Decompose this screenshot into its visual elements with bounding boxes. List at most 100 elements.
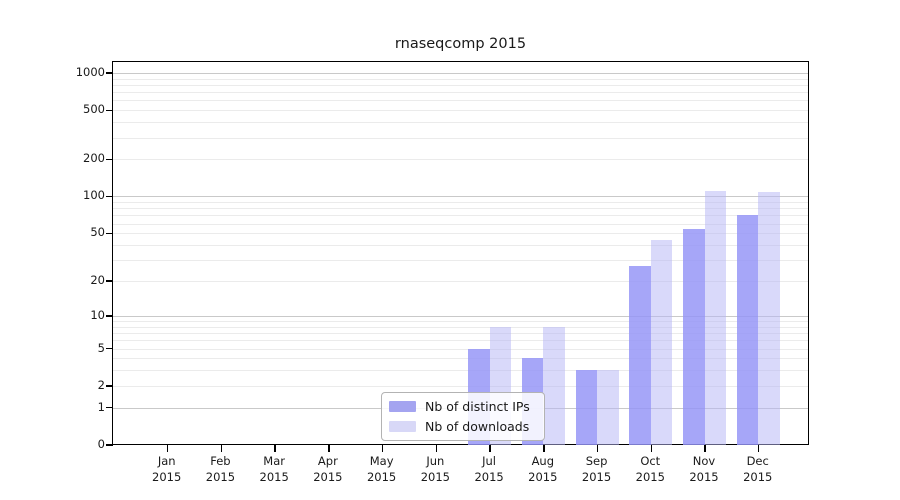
x-axis-tick: [489, 445, 491, 452]
x-tick-label: May 2015: [352, 453, 412, 486]
y-axis-tick: [106, 232, 113, 234]
legend-swatch-distinct-ips: [389, 401, 416, 412]
y-gridline-minor: [113, 370, 808, 372]
bar-downloads: [543, 326, 565, 445]
x-tick-label-month: Jun: [426, 454, 445, 468]
y-tick-label: 10: [90, 307, 105, 322]
x-tick-label-year: 2015: [205, 470, 236, 485]
y-axis-tick: [106, 72, 113, 74]
y-tick-label: 5: [97, 340, 105, 355]
x-tick-label-month: Oct: [640, 454, 661, 468]
x-tick-label: Sep 2015: [567, 453, 627, 486]
x-tick-label-year: 2015: [743, 470, 773, 485]
y-gridline-minor: [113, 260, 808, 262]
y-axis-tick: [106, 315, 113, 317]
y-gridline-major: [113, 72, 808, 74]
y-axis-tick: [106, 280, 113, 282]
x-tick-label-month: Nov: [692, 454, 716, 468]
y-axis-tick: [106, 406, 113, 409]
y-axis-tick: [106, 347, 113, 350]
y-gridline-minor: [113, 215, 808, 217]
legend-row-downloads: Nb of downloads: [389, 419, 535, 434]
y-gridline-minor: [113, 340, 808, 342]
x-tick-label-year: 2015: [366, 470, 397, 485]
x-tick-label-year: 2015: [313, 470, 343, 485]
y-gridline-minor: [113, 223, 808, 225]
y-tick-label: 1000: [75, 64, 105, 79]
x-tick-label: Mar 2015: [244, 453, 304, 486]
y-tick-label: 500: [83, 102, 105, 117]
y-gridline-minor: [113, 84, 808, 86]
bar-downloads: [650, 240, 673, 445]
y-gridline-minor: [113, 333, 808, 335]
x-tick-label-month: Apr: [317, 454, 338, 468]
x-tick-label-month: Feb: [210, 454, 231, 468]
x-axis-tick: [650, 445, 652, 452]
x-tick-label-month: Jul: [482, 454, 497, 468]
bar-distinct-ips: [683, 229, 705, 445]
x-tick-label-month: Sep: [585, 454, 608, 468]
x-tick-label-year: 2015: [635, 470, 665, 485]
x-tick-label: Dec 2015: [728, 453, 788, 486]
bar-distinct-ips: [575, 370, 598, 445]
x-axis-tick: [167, 445, 169, 452]
y-gridline-minor: [113, 385, 808, 387]
y-tick-label: 100: [83, 188, 105, 203]
bar-downloads: [704, 190, 726, 445]
y-tick-label: 20: [90, 273, 105, 288]
x-tick-label-year: 2015: [689, 470, 719, 485]
x-axis-tick: [596, 445, 599, 452]
y-axis-tick: [106, 158, 113, 161]
bar-distinct-ips: [629, 265, 651, 445]
legend-swatch-downloads: [389, 421, 416, 432]
y-gridline-minor: [113, 137, 808, 139]
y-axis-tick: [106, 444, 113, 446]
x-tick-label: Feb 2015: [190, 453, 250, 486]
x-tick-label-month: Jan: [157, 454, 176, 468]
x-tick-label-month: May: [369, 454, 394, 468]
x-tick-label-year: 2015: [581, 470, 612, 485]
y-tick-label: 1: [97, 399, 105, 414]
y-gridline-minor: [113, 92, 808, 94]
y-tick-label: 200: [83, 151, 105, 166]
x-axis-tick: [704, 445, 706, 452]
y-gridline-minor: [113, 122, 808, 124]
y-gridline-minor: [113, 202, 808, 204]
legend: Nb of distinct IPs Nb of downloads: [381, 392, 545, 441]
x-tick-label-year: 2015: [259, 470, 289, 485]
bar-downloads: [758, 192, 780, 445]
y-gridline-minor: [113, 358, 808, 360]
x-tick-label: Aug 2015: [513, 453, 573, 486]
x-tick-label-year: 2015: [474, 470, 504, 485]
x-axis-tick: [543, 445, 545, 452]
y-gridline-minor: [113, 233, 808, 235]
x-tick-label: Apr 2015: [298, 453, 358, 486]
y-gridline-minor: [113, 78, 808, 80]
x-tick-label-year: 2015: [152, 470, 182, 485]
x-tick-label-month: Dec: [746, 454, 769, 468]
x-tick-label-month: Aug: [531, 454, 555, 468]
x-tick-label-year: 2015: [420, 470, 450, 485]
bar-distinct-ips: [736, 215, 759, 445]
y-gridline-minor: [113, 208, 808, 210]
y-axis-tick: [106, 195, 113, 198]
x-tick-label: Oct 2015: [620, 453, 680, 486]
y-gridline-major: [113, 196, 808, 198]
x-tick-label: Nov 2015: [674, 453, 734, 486]
y-gridline-minor: [113, 348, 808, 350]
legend-label-distinct-ips: Nb of distinct IPs: [425, 399, 530, 414]
legend-row-distinct-ips: Nb of distinct IPs: [389, 399, 535, 414]
plot-area: Nb of distinct IPs Nb of downloads: [106, 61, 809, 452]
y-gridline-minor: [113, 100, 808, 102]
x-axis-tick: [758, 445, 760, 452]
x-axis-tick: [274, 445, 276, 452]
y-gridline-minor: [113, 159, 808, 161]
chart-title: rnaseqcomp 2015: [394, 36, 527, 52]
y-gridline-major: [113, 315, 808, 317]
y-axis-tick: [106, 385, 113, 387]
x-tick-label: Jan 2015: [137, 453, 197, 486]
bar-downloads: [597, 370, 619, 445]
x-tick-label: Jul 2015: [459, 453, 519, 486]
y-gridline-minor: [113, 281, 808, 283]
